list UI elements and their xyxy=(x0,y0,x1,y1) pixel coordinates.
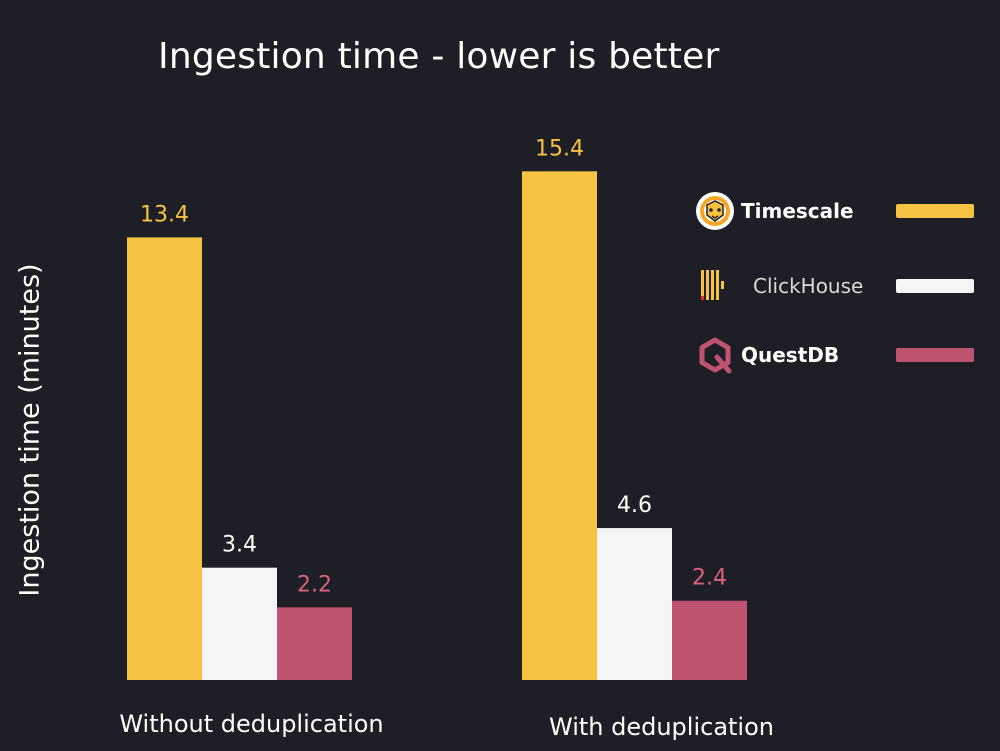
legend-swatch-timescale xyxy=(896,204,974,218)
data-label-questdb-with-deduplication: 2.4 xyxy=(692,566,727,591)
legend-label-questdb: QuestDB xyxy=(741,343,840,367)
questdb-q-logo-icon xyxy=(699,337,732,374)
bar-questdb-with-deduplication xyxy=(672,600,747,680)
legend-item-timescale: Timescale xyxy=(695,191,854,231)
data-label-questdb-without-deduplication: 2.2 xyxy=(297,572,332,597)
data-label-clickhouse-without-deduplication: 3.4 xyxy=(222,533,257,558)
legend-item-questdb: QuestDB xyxy=(695,335,839,375)
data-label-timescale-without-deduplication: 13.4 xyxy=(140,202,189,227)
legend-label-timescale: Timescale xyxy=(741,199,854,223)
bar-questdb-without-deduplication xyxy=(277,607,352,680)
category-label-without-deduplication: Without deduplication xyxy=(119,710,383,738)
category-label-with-deduplication: With deduplication xyxy=(549,713,774,741)
legend-label-clickhouse: ClickHouse xyxy=(753,274,864,298)
bar-clickhouse-without-deduplication xyxy=(202,567,277,680)
bar-clickhouse-with-deduplication xyxy=(597,528,672,680)
bar-timescale-with-deduplication xyxy=(522,171,597,681)
clickhouse-bars-logo-icon xyxy=(701,270,724,300)
chart-title: Ingestion time - lower is better xyxy=(158,36,720,77)
data-label-clickhouse-with-deduplication: 4.6 xyxy=(617,493,652,518)
legend-swatch-clickhouse xyxy=(896,279,974,293)
timescale-tiger-logo-icon xyxy=(696,192,734,230)
data-label-timescale-with-deduplication: 15.4 xyxy=(535,136,584,161)
legend-item-clickhouse: ClickHouse xyxy=(695,266,863,306)
legend-swatch-questdb xyxy=(896,348,974,362)
bar-timescale-without-deduplication xyxy=(127,237,202,681)
